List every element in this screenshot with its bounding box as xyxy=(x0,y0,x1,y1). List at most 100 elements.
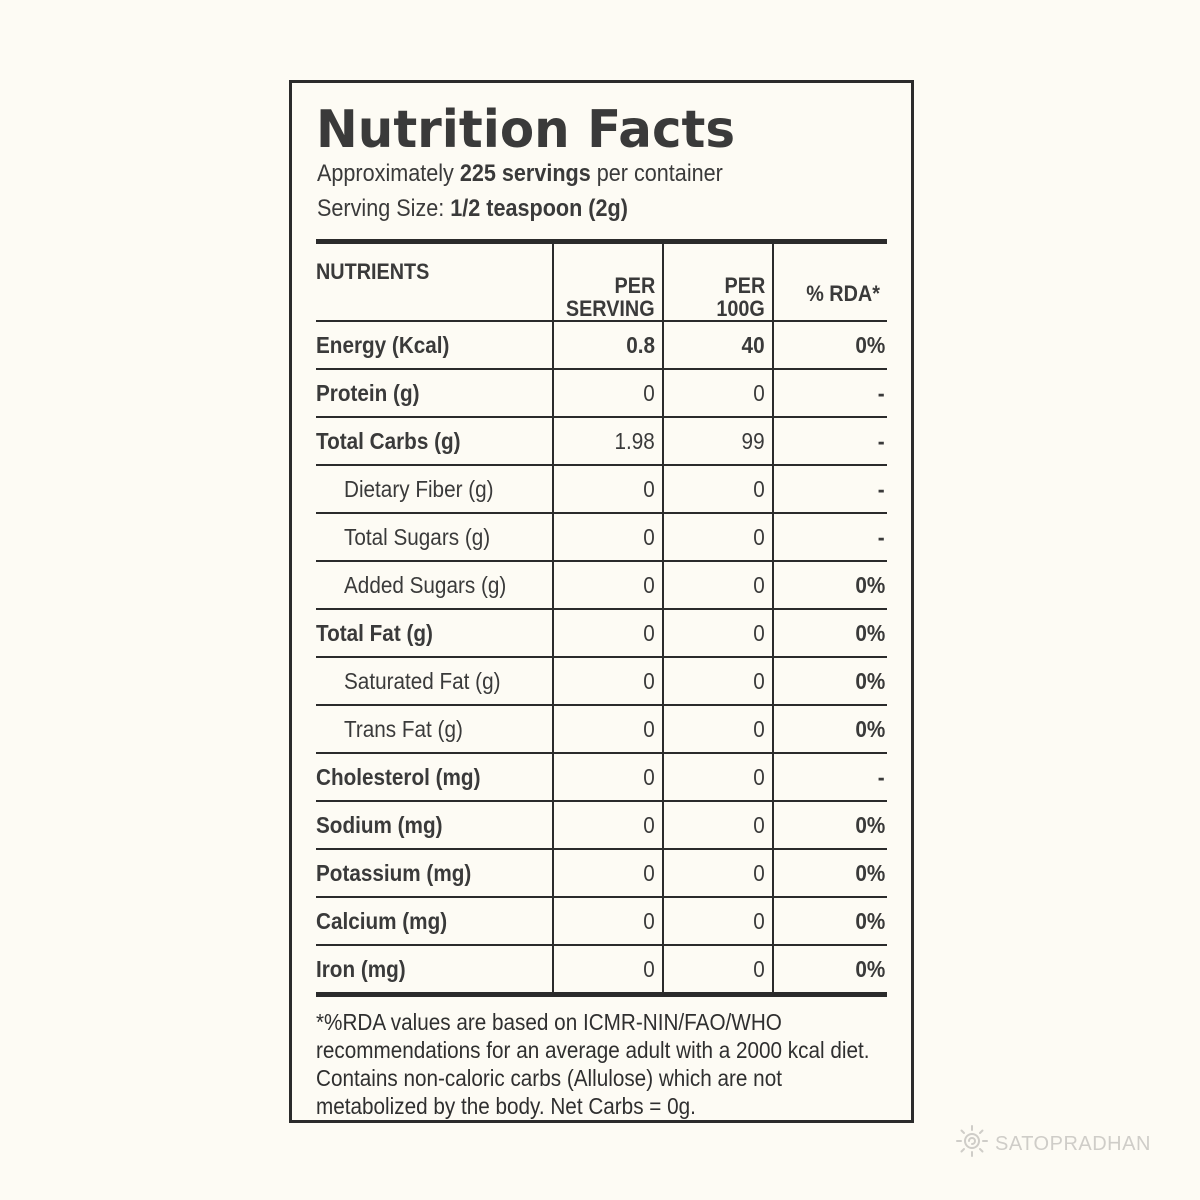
nutrient-name-text: Trans Fat (g) xyxy=(344,715,463,742)
rda-text: 0% xyxy=(855,331,885,358)
per-100g-text: 40 xyxy=(741,331,765,358)
nutrient-name-text: Iron (mg) xyxy=(316,955,406,982)
per-100g-value: 0 xyxy=(662,370,772,416)
nutrient-name-text: Cholesterol (mg) xyxy=(316,763,481,790)
per-serving-text: 0 xyxy=(643,523,655,550)
table-row: Added Sugars (g) 0 0 0% xyxy=(316,562,887,610)
per-serving-text: 0 xyxy=(643,475,655,502)
footnote-line: metabolized by the body. Net Carbs = 0g. xyxy=(316,1093,696,1119)
per-serving-text: 0 xyxy=(643,619,655,646)
footnote-line: *%RDA values are based on ICMR-NIN/FAO/W… xyxy=(316,1009,782,1035)
table-row: Total Sugars (g) 0 0 - xyxy=(316,514,887,562)
per-serving-value: 0 xyxy=(552,610,662,656)
table-row: Sodium (mg) 0 0 0% xyxy=(316,802,887,850)
table-row: Cholesterol (mg) 0 0 - xyxy=(316,754,887,802)
rda-text: - xyxy=(878,763,885,790)
serving-size-value: 1/2 teaspoon (2g) xyxy=(450,195,628,222)
servings-count: 225 servings xyxy=(459,160,591,187)
per-100g-text: 99 xyxy=(741,427,765,454)
nutrient-name-text: Calcium (mg) xyxy=(316,907,448,934)
rda-footnote: *%RDA values are based on ICMR-NIN/FAO/W… xyxy=(316,1008,892,1120)
nutrient-name: Added Sugars (g) xyxy=(316,562,552,608)
nutrient-name: Dietary Fiber (g) xyxy=(316,466,552,512)
rda-text: 0% xyxy=(855,955,885,982)
table-row: Dietary Fiber (g) 0 0 - xyxy=(316,466,887,514)
nutrient-name: Trans Fat (g) xyxy=(316,706,552,752)
per-serving-text: 0 xyxy=(643,715,655,742)
rda-value: - xyxy=(772,754,887,800)
per-100g-value: 40 xyxy=(662,322,772,368)
per-100g-value: 0 xyxy=(662,658,772,704)
per-100g-text: 0 xyxy=(753,619,765,646)
nutrition-table: NUTRIENTS PER SERVING PER 100G % RDA* En… xyxy=(316,239,887,997)
per-100g-value: 99 xyxy=(662,418,772,464)
rda-value: 0% xyxy=(772,562,887,608)
rda-text: 0% xyxy=(855,811,885,838)
table-row: Potassium (mg) 0 0 0% xyxy=(316,850,887,898)
per-serving-text: 0 xyxy=(643,811,655,838)
nutrient-name-text: Dietary Fiber (g) xyxy=(344,475,494,502)
nutrient-name: Total Carbs (g) xyxy=(316,418,552,464)
per-100g-value: 0 xyxy=(662,946,772,992)
servings-suffix: per container xyxy=(590,160,723,187)
nutrient-name: Protein (g) xyxy=(316,370,552,416)
header-nutrients-label: NUTRIENTS xyxy=(316,259,430,284)
per-serving-text: 0 xyxy=(643,571,655,598)
sun-spiral-icon xyxy=(955,1124,995,1164)
per-100g-text: 0 xyxy=(753,475,765,502)
per-serving-value: 0 xyxy=(552,514,662,560)
rda-text: 0% xyxy=(855,715,885,742)
header-per-100g-line1: PER xyxy=(724,273,765,298)
nutrient-name-text: Energy (Kcal) xyxy=(316,331,450,358)
per-100g-text: 0 xyxy=(753,667,765,694)
nutrient-name: Total Fat (g) xyxy=(316,610,552,656)
nutrient-name-text: Protein (g) xyxy=(316,379,420,406)
per-serving-text: 0 xyxy=(643,667,655,694)
rda-value: 0% xyxy=(772,706,887,752)
nutrient-name: Sodium (mg) xyxy=(316,802,552,848)
per-serving-text: 0 xyxy=(643,907,655,934)
per-serving-value: 0 xyxy=(552,466,662,512)
rda-text: - xyxy=(878,427,885,454)
table-row: Energy (Kcal) 0.8 40 0% xyxy=(316,322,887,370)
table-row: Trans Fat (g) 0 0 0% xyxy=(316,706,887,754)
rda-value: 0% xyxy=(772,850,887,896)
footnote-line: recommendations for an average adult wit… xyxy=(316,1037,870,1063)
per-100g-value: 0 xyxy=(662,610,772,656)
per-100g-text: 0 xyxy=(753,907,765,934)
nutrient-name-text: Added Sugars (g) xyxy=(344,571,507,598)
per-100g-text: 0 xyxy=(753,811,765,838)
nutrient-name-text: Total Carbs (g) xyxy=(316,427,461,454)
nutrient-name-text: Total Sugars (g) xyxy=(344,523,491,550)
rda-value: 0% xyxy=(772,898,887,944)
per-serving-value: 0 xyxy=(552,898,662,944)
rda-text: - xyxy=(878,523,885,550)
rda-text: 0% xyxy=(855,619,885,646)
per-serving-text: 0 xyxy=(643,379,655,406)
nutrient-name-text: Total Fat (g) xyxy=(316,619,433,646)
per-serving-value: 0 xyxy=(552,850,662,896)
nutrient-name: Total Sugars (g) xyxy=(316,514,552,560)
table-header-row: NUTRIENTS PER SERVING PER 100G % RDA* xyxy=(316,244,887,322)
per-100g-text: 0 xyxy=(753,571,765,598)
nutrient-name: Saturated Fat (g) xyxy=(316,658,552,704)
nutrient-name-text: Potassium (mg) xyxy=(316,859,472,886)
rda-text: 0% xyxy=(855,571,885,598)
per-100g-value: 0 xyxy=(662,706,772,752)
serving-size: Serving Size: 1/2 teaspoon (2g) xyxy=(317,194,628,224)
per-100g-text: 0 xyxy=(753,379,765,406)
per-serving-value: 0 xyxy=(552,562,662,608)
nutrient-name: Energy (Kcal) xyxy=(316,322,552,368)
per-serving-text: 0 xyxy=(643,763,655,790)
label-title: Nutrition Facts xyxy=(316,100,736,160)
per-100g-value: 0 xyxy=(662,466,772,512)
header-nutrients: NUTRIENTS xyxy=(316,244,552,320)
header-per-100g: PER 100G xyxy=(662,244,772,320)
header-per-serving-line1: PER xyxy=(614,273,655,298)
per-100g-value: 0 xyxy=(662,850,772,896)
per-100g-value: 0 xyxy=(662,514,772,560)
per-serving-text: 0.8 xyxy=(626,331,655,358)
nutrition-facts-panel: Nutrition Facts Approximately 225 servin… xyxy=(289,80,914,1123)
per-100g-value: 0 xyxy=(662,754,772,800)
per-100g-text: 0 xyxy=(753,523,765,550)
